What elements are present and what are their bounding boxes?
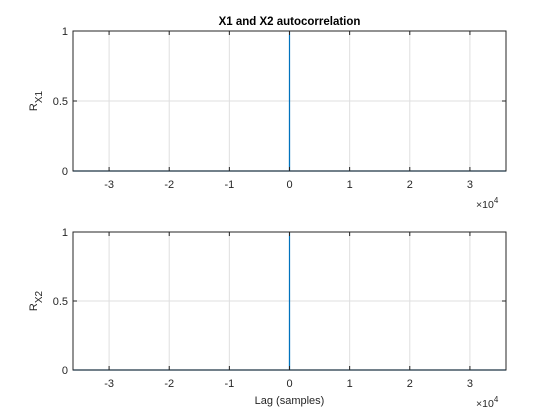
y-axis-label: RX1 — [28, 90, 45, 111]
plot-x1-autocorrelation: -3 -2 -1 0 1 2 3 0 0.5 1 ×104 RX1 X1 and X2 autocorr… — [28, 16, 507, 211]
x-tick-label: -1 — [224, 179, 234, 191]
x-tick-label: 2 — [407, 378, 413, 390]
y-tick-label: 1 — [62, 227, 68, 239]
x-tick-label: -3 — [104, 179, 114, 191]
x-tick-label: 3 — [467, 179, 473, 191]
x-exponent-base: ×10 — [476, 398, 494, 410]
chart-title: X1 and X2 autocorrelation — [219, 16, 361, 28]
y-axis-label-sub: X1 — [34, 90, 45, 103]
x-exponent-label: ×104 — [476, 196, 499, 211]
x-tick-label: 3 — [467, 378, 473, 390]
y-tick-label: 1 — [62, 26, 68, 38]
x-exponent-power: 4 — [494, 395, 499, 404]
x-axis-label: Lag (samples) — [255, 395, 325, 407]
y-tick-label: 0.5 — [53, 96, 68, 108]
x-tick-label: 1 — [347, 179, 353, 191]
x-tick-label: -2 — [164, 179, 174, 191]
y-axis-label-main: R — [28, 103, 40, 111]
y-tick-label: 0 — [62, 365, 68, 377]
y-axis-label-main: R — [28, 303, 40, 311]
x-tick-label: 1 — [347, 378, 353, 390]
x-exponent-base: ×10 — [476, 199, 494, 211]
x-tick-label: 0 — [286, 378, 292, 390]
plot-x2-autocorrelation: -3 -2 -1 0 1 2 3 0 0.5 1 ×104 RX2 Lag (samples) — [28, 227, 507, 410]
y-tick-label: 0.5 — [53, 296, 68, 308]
x-tick-label: -3 — [104, 378, 114, 390]
x-tick-label: 0 — [286, 179, 292, 191]
y-axis-label-sub: X2 — [34, 290, 45, 303]
x-exponent-power: 4 — [494, 196, 499, 205]
x-tick-label: -1 — [224, 378, 234, 390]
x-tick-label: -2 — [164, 378, 174, 390]
y-axis-label: RX2 — [28, 290, 45, 311]
x-tick-label: 2 — [407, 179, 413, 191]
x-exponent-label: ×104 — [476, 395, 499, 410]
y-tick-label: 0 — [62, 166, 68, 178]
